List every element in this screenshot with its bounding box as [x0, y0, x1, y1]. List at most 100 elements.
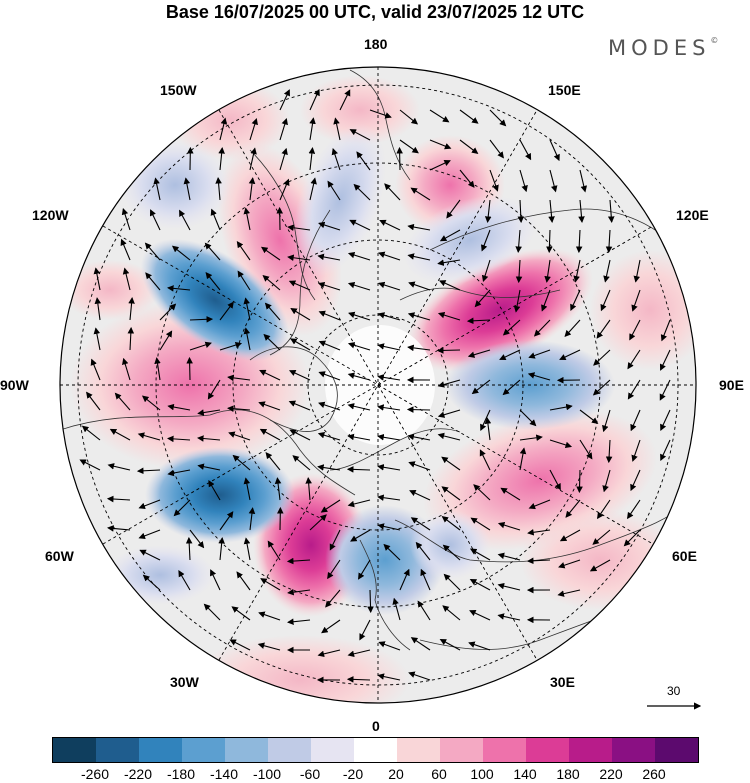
meridian-label-30e: 30E: [550, 674, 575, 690]
colorbar-swatch: [268, 738, 311, 762]
wind-vector: [320, 499, 341, 513]
wind-vector: [215, 177, 222, 201]
wind-vector: [410, 517, 431, 531]
anomaly-negative-atlantic-west: [105, 545, 215, 605]
anomaly-negative-north-pacific: [120, 140, 230, 230]
wind-vector: [248, 177, 256, 201]
wind-vector: [659, 349, 671, 371]
wind-vector: [479, 449, 491, 471]
wind-vector: [81, 425, 101, 441]
wind-vector: [442, 605, 461, 621]
wind-vector: [231, 606, 251, 621]
wind-vector: [575, 229, 583, 254]
wind-vector: [346, 466, 371, 473]
wind-vector: [497, 521, 521, 531]
meridian-label-90w: 90W: [0, 377, 29, 393]
wind-vector: [263, 333, 281, 351]
wind-vector: [339, 89, 351, 111]
colorbar-swatch: [655, 738, 698, 762]
wind-vector: [236, 240, 251, 261]
wind-vector: [377, 281, 401, 291]
wind-vector: [347, 499, 371, 508]
wind-vector: [407, 253, 431, 261]
colorbar-tick-label: -140: [209, 766, 239, 782]
polar-map: [59, 66, 702, 710]
wind-vector: [318, 310, 341, 321]
colorbar-tick-label: 140: [513, 766, 537, 782]
meridian-label-0: 0: [372, 718, 380, 734]
wind-vector: [558, 559, 581, 569]
wind-vector: [443, 573, 461, 591]
wind-vector: [265, 452, 281, 471]
wind-vector: [533, 319, 551, 337]
wind-vector: [627, 349, 641, 370]
wind-vector: [459, 169, 475, 188]
wind-vector: [347, 372, 371, 381]
wind-vector: [288, 400, 311, 411]
wind-vector: [260, 578, 281, 591]
wind-vector: [565, 499, 581, 518]
wind-vector: [318, 340, 341, 351]
wind-vector: [377, 464, 401, 471]
wind-vector: [631, 439, 641, 462]
wind-vector: [515, 229, 522, 253]
wind-vector: [287, 588, 311, 596]
wind-vector: [292, 455, 311, 471]
wind-vector: [260, 246, 281, 261]
wind-vector: [197, 409, 221, 416]
wind-vector: [279, 178, 290, 201]
wind-vector: [557, 589, 581, 597]
wind-vector: [232, 454, 251, 471]
wind-vector: [489, 109, 507, 127]
wind-vector: [519, 447, 527, 471]
wind-vector: [415, 541, 431, 561]
wind-vector: [290, 338, 311, 351]
wind-vector: [321, 619, 341, 634]
wind-vector: [377, 433, 401, 441]
colorbar-tick-label: 100: [470, 766, 494, 782]
wind-vector: [137, 432, 161, 441]
wind-vector: [407, 312, 431, 321]
meridian-label-60e: 60E: [672, 548, 697, 564]
wind-vector: [497, 552, 521, 561]
colorbar-tick-label: 20: [388, 766, 404, 782]
colorbar-tick-label: -60: [299, 766, 321, 782]
wind-vector: [623, 529, 641, 547]
wind-vector: [544, 259, 551, 283]
wind-vector: [437, 259, 461, 266]
wind-vector: [526, 557, 551, 565]
wind-vector: [441, 516, 461, 531]
map-boundary: [59, 66, 697, 704]
wind-vector: [379, 219, 401, 231]
wind-vector: [383, 543, 401, 561]
wind-vector: [502, 319, 521, 336]
wind-vector: [309, 514, 327, 531]
wind-vector: [437, 432, 461, 441]
colorbar-swatch: [483, 738, 526, 762]
wind-vector: [474, 289, 491, 308]
anomaly-positive-bering: [300, 75, 420, 145]
wind-vector: [127, 326, 135, 351]
wind-vector: [429, 109, 450, 123]
wind-vector: [219, 301, 234, 321]
wind-vector: [141, 395, 161, 411]
wind-vector: [489, 169, 499, 192]
wind-vector: [208, 480, 221, 501]
wind-vector: [243, 327, 251, 351]
wind-vector: [167, 403, 191, 411]
wind-vector: [439, 229, 461, 242]
colorbar-swatch: [440, 738, 483, 762]
colorbar-swatch: [139, 738, 182, 762]
wind-vector: [607, 199, 615, 223]
wind-vector: [549, 169, 558, 193]
wind-vector: [228, 431, 251, 441]
wind-vector: [378, 251, 401, 261]
wind-vector: [121, 207, 131, 231]
wind-vector: [549, 139, 560, 162]
colorbar-tick-label: 260: [642, 766, 666, 782]
wind-vector: [142, 574, 161, 591]
wind-vector: [128, 297, 135, 321]
wind-vector: [660, 319, 671, 342]
wind-vector: [377, 312, 401, 321]
wind-vector: [317, 464, 341, 471]
